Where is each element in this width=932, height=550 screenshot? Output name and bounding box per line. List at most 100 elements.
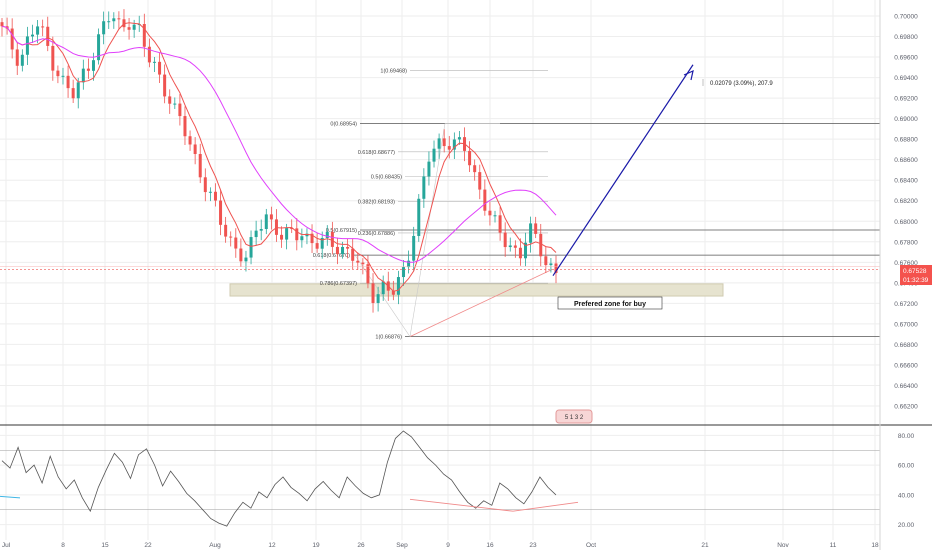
candle-body <box>0 22 4 27</box>
slow-ma-line <box>1 25 557 263</box>
time-tick-label: 16 <box>486 542 494 549</box>
fib-anchor-line <box>354 254 411 337</box>
candles <box>0 9 558 313</box>
fib-level-label: 0.618(0.67670) <box>313 253 350 259</box>
time-tick-label: 9 <box>446 542 450 549</box>
candle-body <box>61 75 65 77</box>
price-axis[interactable]: 0.70000 0.69800 0.69600 0.69400 0.69200 0.690… <box>879 0 918 550</box>
price-tick-label: 0.68800 <box>894 137 918 144</box>
candle-body <box>269 214 273 220</box>
event-badge[interactable]: 5 1 3 2 <box>555 409 593 424</box>
time-axis[interactable]: Jul 8 15 22 Aug 12 19 26 Sep 9 16 23 Oct 21 Nov 11 18 <box>2 542 879 549</box>
candle-body <box>76 82 80 99</box>
time-tick-label: 26 <box>357 542 365 549</box>
candle-body <box>407 260 411 268</box>
time-tick-label: Aug <box>209 542 221 549</box>
candle-body <box>366 264 370 284</box>
price-tick-label: 0.66200 <box>894 404 918 411</box>
price-tick-label: 0.67800 <box>894 239 918 246</box>
candle-body <box>300 236 304 241</box>
candle-body <box>346 246 350 249</box>
candle-body <box>20 54 24 66</box>
candle-body <box>473 165 477 173</box>
candle-body <box>524 242 528 259</box>
candle-body <box>518 247 522 259</box>
countdown-value: 01:32:39 <box>903 277 929 284</box>
candle-body <box>15 49 19 66</box>
candle-body <box>351 248 355 261</box>
candle-body <box>554 263 558 274</box>
candle-body <box>447 146 451 150</box>
time-tick-label: 21 <box>701 542 709 549</box>
candle-body <box>142 24 146 47</box>
candle-body <box>56 70 60 77</box>
last-price-value: 0.67528 <box>903 268 927 275</box>
fib-level-label: 0.786(0.67397) <box>320 281 357 287</box>
fib-level-label: 0.382(0.68193) <box>358 199 395 205</box>
candle-body <box>224 224 228 237</box>
time-tick-label: Oct <box>586 542 596 549</box>
candle-body <box>229 236 233 238</box>
candle-body <box>41 26 45 28</box>
price-tick-label: 0.68400 <box>894 178 918 185</box>
time-tick-label: Sep <box>396 542 408 549</box>
price-tick-label: 0.68600 <box>894 157 918 164</box>
candle-body <box>213 191 217 201</box>
candle-body <box>534 223 538 234</box>
time-tick-label: Nov <box>777 542 789 549</box>
candle-body <box>188 136 192 145</box>
candle-body <box>285 228 289 240</box>
price-tick-label: 0.66800 <box>894 342 918 349</box>
candle-body <box>478 172 482 190</box>
candle-body <box>290 228 294 230</box>
candle-body <box>341 246 345 255</box>
candle-body <box>402 267 406 278</box>
fib-level-label: 0(0.68954) <box>330 121 357 127</box>
time-tick-label: 15 <box>101 542 109 549</box>
candle-body <box>422 176 426 199</box>
candle-body <box>219 200 223 225</box>
support-trendline <box>409 269 553 337</box>
candle-body <box>330 231 334 247</box>
candle-body <box>81 68 85 83</box>
time-tick-label: 23 <box>529 542 537 549</box>
candle-body <box>254 230 258 238</box>
candle-body <box>432 148 436 162</box>
candle-body <box>325 231 329 238</box>
time-tick-label: 18 <box>871 542 879 549</box>
candle-body <box>234 237 238 249</box>
candle-body <box>208 191 212 193</box>
candle-body <box>488 210 492 216</box>
price-tick-label: 0.69600 <box>894 55 918 62</box>
candle-body <box>71 88 75 99</box>
candle-body <box>249 237 253 258</box>
candle-body <box>549 263 553 266</box>
candle-body <box>259 229 263 231</box>
candle-body <box>361 262 365 265</box>
candle-body <box>168 96 172 104</box>
rsi-axis[interactable]: 80.00 60.00 40.00 20.00 <box>898 433 915 529</box>
candle-body <box>107 21 111 23</box>
candle-body <box>437 138 441 149</box>
zone-label: Prefered zone for buy <box>574 301 646 308</box>
candle-body <box>381 281 385 295</box>
candle-body <box>86 68 90 71</box>
rsi-trendline <box>512 501 579 512</box>
projection-label: 0.02079 (3.09%), 207.9 <box>710 81 773 87</box>
candle-body <box>10 28 14 50</box>
time-tick-label: 11 <box>830 542 837 549</box>
price-tick-label: 0.66600 <box>894 362 918 369</box>
price-tick-label: 0.69800 <box>894 34 918 41</box>
time-tick-label: Jul <box>2 542 11 549</box>
candle-body <box>158 61 162 75</box>
projection-arrow <box>552 64 704 276</box>
candle-body <box>457 137 461 140</box>
candle-body <box>102 21 106 35</box>
candle-body <box>244 257 248 262</box>
candle-body <box>468 150 472 166</box>
candle-body <box>513 245 517 248</box>
rsi-tick-label: 80.00 <box>898 433 915 440</box>
candle-body <box>36 26 40 35</box>
fibonacci-levels: 1(0.69468) 0(0.68954) 0.618(0.68677) 0.5(0.… <box>313 69 880 341</box>
